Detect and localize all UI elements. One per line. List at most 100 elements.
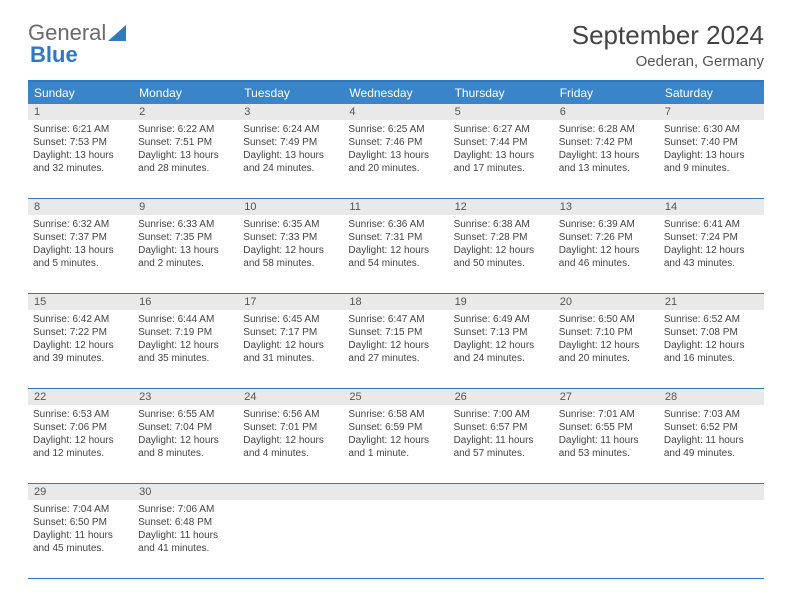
day-cell: Sunrise: 6:30 AMSunset: 7:40 PMDaylight:…	[659, 120, 764, 198]
day-number-row: 1234567	[28, 104, 764, 120]
day-cell: Sunrise: 7:04 AMSunset: 6:50 PMDaylight:…	[28, 500, 133, 578]
day-number: 19	[449, 294, 554, 310]
day-ss: Sunset: 6:59 PM	[348, 421, 443, 434]
day-sr: Sunrise: 7:04 AM	[33, 503, 128, 516]
day-d1: Daylight: 13 hours	[559, 149, 654, 162]
day-cell: Sunrise: 7:00 AMSunset: 6:57 PMDaylight:…	[449, 405, 554, 483]
day-number: 2	[133, 104, 238, 120]
day-cell: Sunrise: 6:22 AMSunset: 7:51 PMDaylight:…	[133, 120, 238, 198]
day-sr: Sunrise: 6:28 AM	[559, 123, 654, 136]
day-number: 23	[133, 389, 238, 405]
day-d2: and 54 minutes.	[348, 257, 443, 270]
day-d1: Daylight: 12 hours	[664, 339, 759, 352]
day-cell: Sunrise: 6:53 AMSunset: 7:06 PMDaylight:…	[28, 405, 133, 483]
day-ss: Sunset: 7:44 PM	[454, 136, 549, 149]
logo-triangle-icon	[108, 25, 126, 41]
day-number: 7	[659, 104, 764, 120]
day-number: 18	[343, 294, 448, 310]
day-sr: Sunrise: 7:03 AM	[664, 408, 759, 421]
day-ss: Sunset: 7:19 PM	[138, 326, 233, 339]
day-d1: Daylight: 12 hours	[454, 339, 549, 352]
day-d2: and 45 minutes.	[33, 542, 128, 555]
day-number: 30	[133, 484, 238, 500]
day-cell: Sunrise: 6:27 AMSunset: 7:44 PMDaylight:…	[449, 120, 554, 198]
day-sr: Sunrise: 6:30 AM	[664, 123, 759, 136]
day-d2: and 32 minutes.	[33, 162, 128, 175]
day-ss: Sunset: 7:17 PM	[243, 326, 338, 339]
day-number: 20	[554, 294, 659, 310]
day-number	[449, 484, 554, 500]
day-d2: and 46 minutes.	[559, 257, 654, 270]
day-d2: and 13 minutes.	[559, 162, 654, 175]
day-ss: Sunset: 6:55 PM	[559, 421, 654, 434]
weekday-wed: Wednesday	[343, 82, 448, 104]
weekday-tue: Tuesday	[238, 82, 343, 104]
day-number-row: 2930	[28, 484, 764, 500]
day-cell: Sunrise: 6:21 AMSunset: 7:53 PMDaylight:…	[28, 120, 133, 198]
day-number: 15	[28, 294, 133, 310]
day-d1: Daylight: 12 hours	[664, 244, 759, 257]
day-number-row: 15161718192021	[28, 294, 764, 310]
day-ss: Sunset: 6:48 PM	[138, 516, 233, 529]
day-number: 1	[28, 104, 133, 120]
day-cell: Sunrise: 6:35 AMSunset: 7:33 PMDaylight:…	[238, 215, 343, 293]
day-cell: Sunrise: 6:49 AMSunset: 7:13 PMDaylight:…	[449, 310, 554, 388]
weekday-thu: Thursday	[449, 82, 554, 104]
day-cell	[343, 500, 448, 578]
day-d2: and 4 minutes.	[243, 447, 338, 460]
day-cell: Sunrise: 6:45 AMSunset: 7:17 PMDaylight:…	[238, 310, 343, 388]
day-sr: Sunrise: 6:38 AM	[454, 218, 549, 231]
day-cell	[554, 500, 659, 578]
day-sr: Sunrise: 6:22 AM	[138, 123, 233, 136]
weekday-fri: Friday	[554, 82, 659, 104]
day-cell: Sunrise: 6:28 AMSunset: 7:42 PMDaylight:…	[554, 120, 659, 198]
day-ss: Sunset: 7:31 PM	[348, 231, 443, 244]
day-d1: Daylight: 11 hours	[33, 529, 128, 542]
day-sr: Sunrise: 6:39 AM	[559, 218, 654, 231]
day-ss: Sunset: 7:22 PM	[33, 326, 128, 339]
day-d1: Daylight: 12 hours	[559, 339, 654, 352]
day-d2: and 2 minutes.	[138, 257, 233, 270]
week-row: Sunrise: 6:21 AMSunset: 7:53 PMDaylight:…	[28, 120, 764, 199]
day-d1: Daylight: 13 hours	[664, 149, 759, 162]
day-number: 21	[659, 294, 764, 310]
day-sr: Sunrise: 7:00 AM	[454, 408, 549, 421]
week-row: Sunrise: 6:42 AMSunset: 7:22 PMDaylight:…	[28, 310, 764, 389]
day-number: 16	[133, 294, 238, 310]
day-cell: Sunrise: 6:24 AMSunset: 7:49 PMDaylight:…	[238, 120, 343, 198]
day-d2: and 9 minutes.	[664, 162, 759, 175]
day-ss: Sunset: 7:51 PM	[138, 136, 233, 149]
day-number: 3	[238, 104, 343, 120]
day-d1: Daylight: 12 hours	[243, 339, 338, 352]
day-cell: Sunrise: 6:58 AMSunset: 6:59 PMDaylight:…	[343, 405, 448, 483]
day-d1: Daylight: 13 hours	[454, 149, 549, 162]
day-cell: Sunrise: 6:41 AMSunset: 7:24 PMDaylight:…	[659, 215, 764, 293]
day-d1: Daylight: 11 hours	[559, 434, 654, 447]
day-d2: and 8 minutes.	[138, 447, 233, 460]
day-d1: Daylight: 12 hours	[33, 434, 128, 447]
day-d2: and 58 minutes.	[243, 257, 338, 270]
day-ss: Sunset: 7:28 PM	[454, 231, 549, 244]
day-number: 14	[659, 199, 764, 215]
day-number-row: 891011121314	[28, 199, 764, 215]
day-cell: Sunrise: 6:33 AMSunset: 7:35 PMDaylight:…	[133, 215, 238, 293]
day-d2: and 20 minutes.	[559, 352, 654, 365]
day-d1: Daylight: 12 hours	[243, 244, 338, 257]
day-number: 12	[449, 199, 554, 215]
day-d2: and 20 minutes.	[348, 162, 443, 175]
day-d1: Daylight: 12 hours	[138, 434, 233, 447]
day-d1: Daylight: 12 hours	[348, 434, 443, 447]
day-d2: and 31 minutes.	[243, 352, 338, 365]
day-d1: Daylight: 13 hours	[33, 244, 128, 257]
day-cell: Sunrise: 6:39 AMSunset: 7:26 PMDaylight:…	[554, 215, 659, 293]
day-d1: Daylight: 12 hours	[348, 339, 443, 352]
day-ss: Sunset: 7:13 PM	[454, 326, 549, 339]
day-sr: Sunrise: 6:47 AM	[348, 313, 443, 326]
day-ss: Sunset: 7:33 PM	[243, 231, 338, 244]
day-number: 25	[343, 389, 448, 405]
day-cell	[659, 500, 764, 578]
day-sr: Sunrise: 6:58 AM	[348, 408, 443, 421]
day-ss: Sunset: 6:50 PM	[33, 516, 128, 529]
day-ss: Sunset: 7:37 PM	[33, 231, 128, 244]
day-number: 27	[554, 389, 659, 405]
